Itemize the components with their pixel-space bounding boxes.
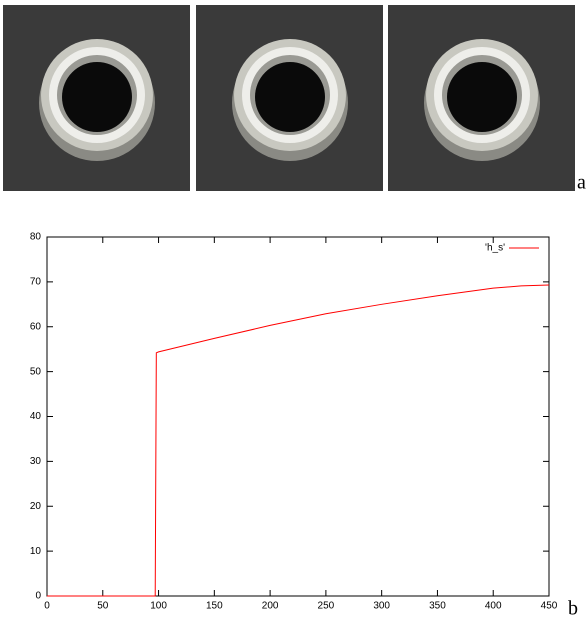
y-tick-label: 70: [30, 277, 42, 288]
x-tick-label: 350: [429, 601, 446, 612]
y-tick-label: 0: [35, 591, 41, 602]
x-tick-label: 150: [206, 601, 223, 612]
y-tick-label: 60: [30, 321, 42, 332]
panel-label: a: [577, 172, 586, 194]
y-tick-label: 10: [30, 546, 42, 557]
photo-2: [196, 5, 383, 191]
x-tick-label: 250: [318, 601, 335, 612]
x-tick-label: 0: [44, 601, 50, 612]
x-tick-label: 100: [150, 601, 167, 612]
photo-3: [388, 5, 575, 191]
x-tick-label: 200: [262, 601, 279, 612]
x-tick-label: 50: [97, 601, 109, 612]
y-tick-label: 80: [30, 232, 42, 243]
x-tick-label: 450: [541, 601, 558, 612]
x-tick-label: 400: [485, 601, 502, 612]
data-line: [47, 284, 550, 597]
y-tick-label: 40: [30, 411, 42, 422]
y-tick-label: 20: [30, 501, 42, 512]
legend-label: 'h_s': [485, 243, 505, 254]
panel-label: b: [568, 598, 578, 618]
y-tick-label: 50: [30, 366, 42, 377]
photo-1: [3, 5, 190, 191]
x-tick-label: 300: [373, 601, 390, 612]
y-tick-label: 30: [30, 456, 42, 467]
